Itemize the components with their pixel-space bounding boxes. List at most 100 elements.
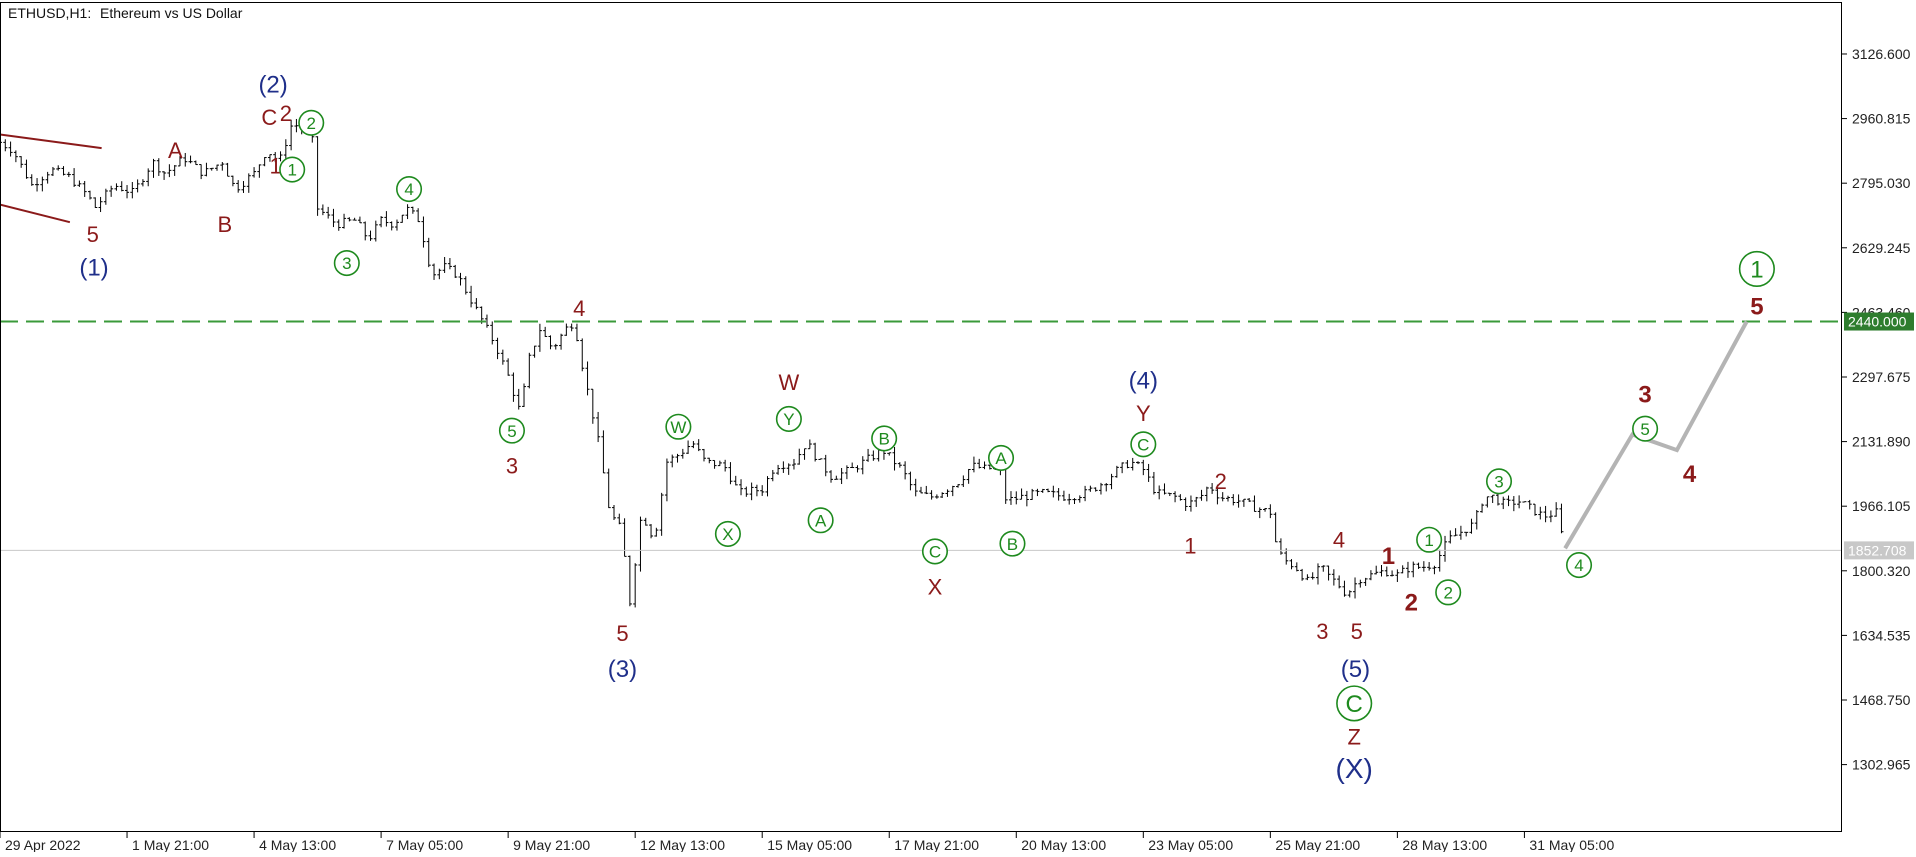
- wave-label-circle: [1485, 468, 1513, 495]
- wave-label-circle: [1130, 431, 1157, 458]
- wave-label-circle: [987, 444, 1015, 471]
- x-tick-label: 9 May 21:00: [513, 837, 590, 852]
- wave-label: 3: [342, 254, 351, 273]
- wave-label-circle: [1738, 250, 1775, 288]
- wave-label: 3: [1494, 472, 1503, 491]
- wave-label: X: [928, 574, 943, 599]
- current-price-text: 1852.708: [1848, 542, 1907, 558]
- wave-label: 1: [287, 161, 296, 180]
- wave-label-circle: [807, 507, 834, 534]
- chart-symbol: ETHUSD,H1:: [8, 5, 91, 21]
- wave-label: X: [722, 525, 733, 544]
- wave-label: A: [995, 449, 1007, 468]
- wave-label: C: [1346, 691, 1363, 718]
- wave-label-circle: [1565, 552, 1593, 579]
- x-tick-label: 4 May 13:00: [259, 837, 336, 852]
- x-tick-label: 1 May 21:00: [132, 837, 209, 852]
- wave-label-circle: [298, 109, 325, 136]
- wave-label: 4: [1683, 461, 1697, 488]
- overlay-layer: [0, 133, 1842, 551]
- plot-frame: [0, 2, 1842, 832]
- y-tick-label: 2297.675: [1852, 369, 1911, 385]
- wave-label: 5: [1351, 619, 1363, 644]
- x-tick-label: 25 May 21:00: [1275, 837, 1360, 852]
- wave-label-circle: [498, 417, 525, 444]
- wave-label: 2: [1215, 469, 1227, 494]
- wave-label-circle: [775, 405, 802, 432]
- y-tick-label: 3126.600: [1852, 46, 1911, 62]
- target-price-text: 2440.000: [1848, 314, 1907, 330]
- wave-label: Y: [783, 410, 794, 429]
- wave-label: 5: [507, 422, 516, 441]
- x-tick-label: 15 May 05:00: [767, 837, 852, 852]
- wave-label: 3: [1316, 619, 1328, 644]
- wave-label-circle: [279, 156, 306, 183]
- wave-label-circle: [1336, 685, 1373, 722]
- wave-labels: (2)C 2121AB5(1)434535(3)WXWYABCXAB(4)YC21…: [79, 71, 1775, 784]
- wave-label: 2: [1405, 590, 1418, 617]
- wave-label-circle: [999, 530, 1026, 557]
- wave-label-circle: [665, 413, 692, 440]
- wave-label: 2: [1443, 583, 1452, 602]
- wave-label-circle: [1416, 526, 1443, 553]
- x-tick-label: 28 May 13:00: [1402, 837, 1487, 852]
- wave-label: 1: [1184, 534, 1196, 559]
- x-tick-label: 7 May 05:00: [386, 837, 463, 852]
- y-tick-label: 1634.535: [1852, 627, 1911, 643]
- wave-label: (X): [1336, 753, 1373, 784]
- wave-label: (2): [258, 71, 287, 98]
- y-tick-label: 1800.320: [1852, 563, 1911, 579]
- price-bars: [0, 118, 1564, 608]
- wave-label: Y: [1136, 401, 1151, 426]
- wave-label: B: [878, 430, 889, 449]
- wave-label: (5): [1341, 656, 1370, 683]
- wave-label: 5: [87, 222, 99, 247]
- wave-label: 1: [270, 154, 282, 179]
- wave-label: 1: [1750, 257, 1763, 284]
- wave-label: 2: [280, 101, 292, 126]
- channel-line: [0, 203, 71, 224]
- wave-label: 4: [404, 180, 413, 199]
- y-tick-label: 1966.105: [1852, 498, 1911, 514]
- wave-label-circle: [396, 176, 423, 203]
- wave-label: 3: [1638, 381, 1651, 408]
- wave-label: 1: [1382, 543, 1395, 570]
- wave-label-circle: [1435, 579, 1462, 606]
- wave-label: B: [218, 212, 233, 237]
- y-tick-label: 2795.030: [1852, 175, 1911, 191]
- y-tick-label: 2960.815: [1852, 111, 1911, 127]
- wave-label: C: [929, 543, 941, 562]
- x-tick-label: 20 May 13:00: [1021, 837, 1106, 852]
- wave-label-circle: [921, 538, 949, 565]
- y-tick-label: 1468.750: [1852, 692, 1911, 708]
- current-price-tag: [1844, 541, 1914, 560]
- wave-label: 5: [1640, 420, 1649, 439]
- wave-label: 3: [506, 454, 518, 479]
- wave-label: B: [1007, 535, 1018, 554]
- y-tick-label: 2629.245: [1852, 240, 1911, 256]
- wave-label-circle: [714, 520, 741, 547]
- x-tick-label: 12 May 13:00: [640, 837, 725, 852]
- wave-label: A: [168, 138, 183, 163]
- wave-label-circle: [1632, 415, 1659, 442]
- wave-label: C: [1137, 435, 1149, 454]
- y-tick-label: 2131.890: [1852, 434, 1911, 450]
- y-tick-label: 1302.965: [1852, 757, 1911, 773]
- wave-label: 4: [1333, 528, 1345, 553]
- x-tick-label: 17 May 21:00: [894, 837, 979, 852]
- wave-label-circle: [871, 425, 898, 452]
- chart-description: Ethereum vs US Dollar: [100, 5, 243, 21]
- wave-label: W: [779, 370, 800, 395]
- wave-label: 4: [573, 296, 585, 321]
- x-tick-label: 23 May 05:00: [1148, 837, 1233, 852]
- x-tick-label: 29 Apr 2022: [5, 837, 81, 852]
- wave-label: (4): [1129, 368, 1158, 395]
- wave-label: Z: [1347, 724, 1360, 749]
- channel-line: [0, 133, 102, 150]
- projection-path: [1563, 320, 1749, 550]
- wave-label: (1): [79, 255, 108, 282]
